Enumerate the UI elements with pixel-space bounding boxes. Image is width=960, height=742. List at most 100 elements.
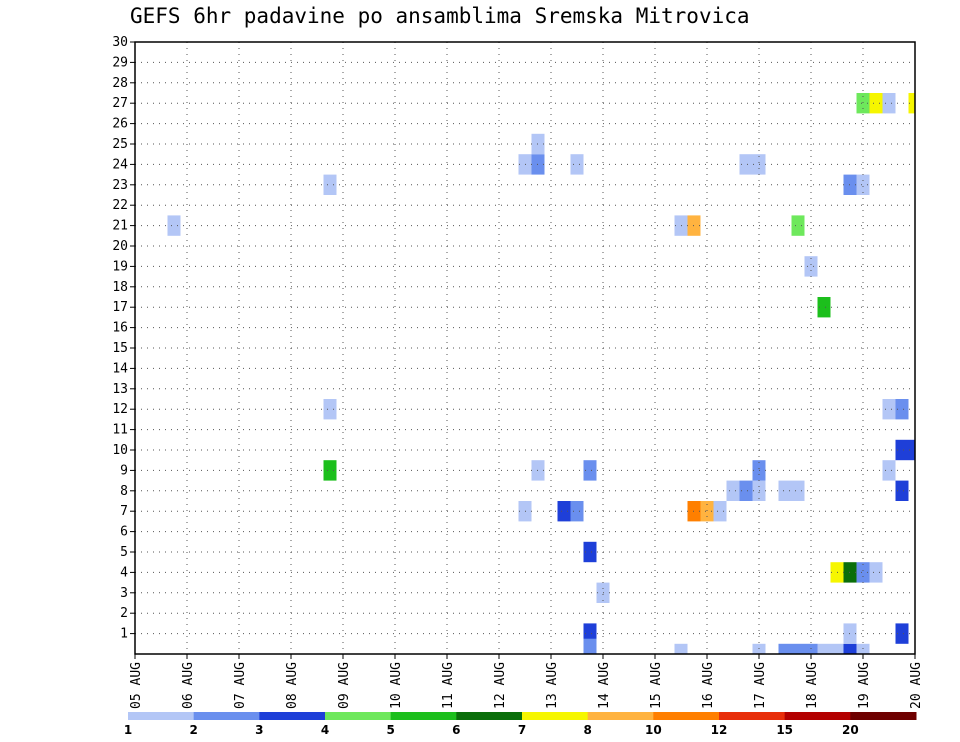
legend-swatch xyxy=(325,712,392,720)
precip-cell xyxy=(791,215,805,236)
x-tick-label: 13 AUG xyxy=(545,662,560,709)
chart-title: GEFS 6hr padavine po ansamblima Sremska … xyxy=(130,4,750,28)
precip-cell xyxy=(570,154,584,175)
precip-cell xyxy=(856,562,870,583)
y-tick-label: 19 xyxy=(112,259,128,274)
y-tick-label: 16 xyxy=(112,321,128,336)
precip-cell xyxy=(804,256,818,277)
precip-cell xyxy=(895,623,909,644)
legend-label: 2 xyxy=(189,723,197,737)
precip-cell xyxy=(830,643,844,654)
precip-cell xyxy=(700,501,714,522)
legend-label: 7 xyxy=(518,723,526,737)
precip-cell xyxy=(908,93,915,114)
y-tick-label: 3 xyxy=(120,586,128,601)
legend-label: 10 xyxy=(645,723,662,737)
precip-cell xyxy=(843,643,857,654)
y-tick-label: 25 xyxy=(112,137,128,152)
y-tick-label: 10 xyxy=(112,443,128,458)
precip-cell xyxy=(817,297,831,318)
x-tick-label: 07 AUG xyxy=(233,662,248,709)
y-tick-label: 13 xyxy=(112,382,128,397)
x-tick-label: 17 AUG xyxy=(753,662,768,709)
y-tick-label: 15 xyxy=(112,341,128,356)
y-tick-label: 14 xyxy=(112,361,128,376)
precip-cell xyxy=(869,93,883,114)
legend-label: 3 xyxy=(255,723,263,737)
y-tick-label: 20 xyxy=(112,239,128,254)
y-tick-label: 22 xyxy=(112,198,128,213)
x-tick-label: 06 AUG xyxy=(181,662,196,709)
legend-label: 12 xyxy=(711,723,728,737)
precip-cell xyxy=(713,501,727,522)
precip-cell xyxy=(557,501,571,522)
precip-cell xyxy=(739,154,753,175)
y-tick-label: 28 xyxy=(112,76,128,91)
precip-cell xyxy=(674,643,688,654)
x-axis: 05 AUG 06 AUG 07 AUG 08 AUG 09 AUG 10 AUG 11 A… xyxy=(129,654,924,709)
y-tick-label: 5 xyxy=(120,545,128,560)
y-tick-label: 24 xyxy=(112,157,128,172)
grid-layer xyxy=(135,42,915,654)
precip-cell xyxy=(882,93,896,114)
legend-swatch xyxy=(784,712,851,720)
legend-label: 1 xyxy=(124,723,132,737)
x-tick-label: 05 AUG xyxy=(129,662,144,709)
y-tick-label: 26 xyxy=(112,117,128,132)
y-tick-label: 2 xyxy=(120,606,128,621)
legend-label: 6 xyxy=(452,723,460,737)
color-legend: 1 2 3 4 5 6 7 8 10 12 15 20 xyxy=(124,712,917,737)
legend-label: 8 xyxy=(583,723,591,737)
precip-cell xyxy=(583,460,597,481)
precip-cell xyxy=(817,643,831,654)
y-tick-label: 7 xyxy=(120,504,128,519)
y-tick-label: 17 xyxy=(112,300,128,315)
precip-cell xyxy=(895,480,909,501)
y-tick-label: 27 xyxy=(112,96,128,111)
precip-cell xyxy=(167,215,181,236)
precip-cell xyxy=(323,460,337,481)
precip-cell xyxy=(791,480,805,501)
legend-label: 15 xyxy=(776,723,793,737)
legend-swatch xyxy=(193,712,260,720)
legend-label: 4 xyxy=(321,723,329,737)
precip-cell xyxy=(583,541,597,563)
x-tick-label: 11 AUG xyxy=(441,662,456,709)
y-tick-label: 18 xyxy=(112,280,128,295)
precip-cell xyxy=(778,480,792,501)
x-tick-label: 09 AUG xyxy=(337,662,352,709)
precip-cell xyxy=(739,480,753,501)
legend-swatch xyxy=(719,712,786,720)
legend-swatch xyxy=(850,712,917,720)
legend-swatch xyxy=(522,712,589,720)
precip-cell xyxy=(778,643,792,654)
x-tick-label: 10 AUG xyxy=(389,662,404,709)
legend-swatch xyxy=(587,712,654,720)
y-tick-label: 21 xyxy=(112,219,128,234)
y-tick-label: 8 xyxy=(120,484,128,499)
precip-cell xyxy=(895,439,909,461)
precip-cell xyxy=(882,399,896,420)
y-tick-label: 6 xyxy=(120,525,128,540)
legend-label: 5 xyxy=(386,723,394,737)
y-tick-label: 30 xyxy=(112,35,128,50)
legend-swatch xyxy=(456,712,523,720)
y-tick-label: 29 xyxy=(112,55,128,70)
precip-cell xyxy=(570,501,584,522)
precip-cell xyxy=(908,439,915,461)
x-tick-label: 08 AUG xyxy=(285,662,300,709)
precip-cell xyxy=(882,460,896,481)
x-tick-label: 18 AUG xyxy=(805,662,820,709)
y-tick-label: 23 xyxy=(112,178,128,193)
x-tick-label: 15 AUG xyxy=(649,662,664,709)
legend-swatch xyxy=(390,712,457,720)
precip-cell xyxy=(856,174,870,195)
x-tick-label: 12 AUG xyxy=(493,662,508,709)
legend-swatch xyxy=(653,712,720,720)
cells-layer xyxy=(167,93,915,654)
y-tick-label: 4 xyxy=(120,565,128,580)
legend-label: 20 xyxy=(842,723,859,737)
y-tick-label: 12 xyxy=(112,402,128,417)
precip-cell xyxy=(791,643,805,654)
